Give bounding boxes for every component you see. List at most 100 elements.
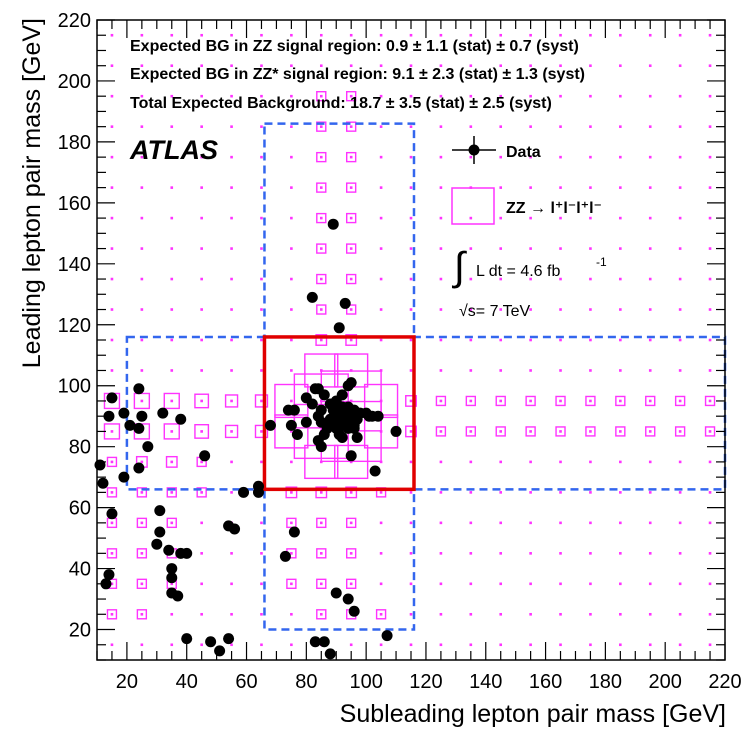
zz-bin-box — [224, 394, 239, 408]
zz-bin-dot — [619, 277, 622, 281]
zz-bin-dot — [559, 94, 562, 98]
zz-bin-dot — [409, 612, 413, 616]
zz-bin-dot — [290, 460, 293, 464]
zz-bin-dot — [708, 308, 712, 311]
zz-bin-dot — [708, 277, 712, 281]
zz-bin-dot — [290, 552, 293, 555]
zz-bin-dot — [648, 491, 652, 494]
zz-bin-dot — [200, 186, 203, 189]
zz-bin-dot — [409, 369, 413, 372]
zz-bin-dot — [379, 216, 383, 220]
zz-bin-dot — [469, 460, 473, 464]
data-point — [315, 441, 327, 453]
data-point — [175, 413, 187, 425]
zz-bin-box — [106, 609, 118, 620]
zz-bin-box — [405, 395, 417, 407]
zz-bin-dot — [140, 582, 144, 586]
zz-bin-dot — [499, 369, 503, 372]
zz-bin-dot — [559, 216, 562, 220]
zz-bin-box — [316, 273, 327, 285]
zz-bin-dot — [619, 399, 622, 403]
data-point — [142, 441, 154, 453]
zz-bin-dot — [230, 216, 233, 220]
zz-bin-dot — [619, 460, 622, 464]
zz-bin-dot — [648, 430, 652, 433]
x-tick-label: 180 — [589, 671, 622, 693]
zz-bin-dot — [200, 552, 203, 555]
atlas-label: ATLAS — [129, 135, 218, 165]
zz-bin-dot — [529, 460, 532, 464]
zz-bin-box — [254, 424, 269, 439]
zz-bin-dot — [708, 552, 712, 555]
zz-bin-box — [465, 426, 476, 437]
data-point — [252, 486, 264, 498]
zz-bin-dot — [409, 277, 413, 281]
zz-bin-box — [704, 395, 716, 407]
zz-bin-dot — [170, 308, 174, 311]
zz-bin-dot — [619, 216, 622, 220]
zz-bin-dot — [379, 64, 383, 68]
zz-bin-dot — [499, 399, 503, 403]
zz-bin-dot — [439, 94, 443, 98]
zz-bin-box — [316, 578, 327, 589]
zz-bin-dot — [349, 521, 353, 525]
zz-bin-box — [346, 182, 357, 193]
zz-bin-dot — [379, 308, 383, 311]
annotation-total-background: Total Expected Background: 18.7 ± 3.5 (s… — [130, 95, 552, 112]
zz-bin-box — [286, 517, 297, 529]
x-tick-label: 100 — [349, 671, 382, 693]
zz-bin-dot — [110, 155, 114, 159]
data-point — [279, 550, 291, 562]
data-point — [163, 544, 175, 556]
zz-bin-box — [316, 182, 327, 193]
zz-bin-box — [286, 578, 297, 589]
data-point — [345, 450, 357, 462]
zz-bin-dot — [439, 399, 443, 403]
zz-bin-dot — [349, 552, 353, 555]
zz-bin-dot — [349, 491, 353, 494]
zz-bin-dot — [589, 369, 592, 372]
zz-bin-dot — [678, 308, 682, 311]
zz-bin-dot — [200, 612, 203, 616]
data-point — [118, 471, 130, 483]
axes: 20 40 60 80 100 120 140 160 180 200 220 20 40 60 80 100… — [58, 10, 742, 693]
zz-bin-dot — [439, 521, 443, 525]
data-point — [381, 630, 393, 642]
zz-bin-dot — [529, 216, 532, 220]
zz-bin-dot — [678, 460, 682, 464]
zz-bin-dot — [319, 338, 323, 342]
zz-bin-dot — [619, 552, 622, 555]
zz-bin-dot — [140, 612, 144, 616]
zz-bin-dot — [170, 33, 174, 37]
y-tick-label: 220 — [58, 10, 91, 32]
legend-data-label: Data — [506, 144, 541, 161]
zz-bin-dot — [260, 460, 263, 464]
zz-bin-box — [645, 395, 656, 407]
zz-bin-dot — [140, 521, 144, 525]
zz-bin-dot — [230, 186, 233, 189]
zz-bin-dot — [439, 247, 443, 250]
zz-bin-dot — [230, 399, 233, 403]
zz-bin-dot — [260, 612, 263, 616]
zz-bin-dot — [678, 125, 682, 128]
zz-bin-dot — [409, 491, 413, 494]
zz-bin-dot — [200, 94, 203, 98]
zz-bin-dot — [708, 155, 712, 159]
zz-bin-dot — [708, 125, 712, 128]
zz-bin-box — [136, 578, 148, 589]
zz-bin-dot — [529, 582, 532, 586]
y-tick-label: 80 — [69, 437, 91, 459]
zz-bin-dot — [469, 125, 473, 128]
zz-bin-box — [316, 548, 327, 559]
zz-bin-dot — [230, 308, 233, 311]
zz-bin-dot — [469, 491, 473, 494]
zz-bin-dot — [589, 612, 592, 616]
data-point — [288, 404, 300, 416]
data-point — [336, 389, 348, 401]
zz-bin-dot — [648, 582, 652, 586]
data-point — [94, 459, 106, 471]
zz-bin-dot — [619, 521, 622, 525]
zz-bin-dot — [110, 186, 114, 189]
data-point — [103, 410, 115, 422]
zz-bin-dot — [319, 491, 323, 494]
